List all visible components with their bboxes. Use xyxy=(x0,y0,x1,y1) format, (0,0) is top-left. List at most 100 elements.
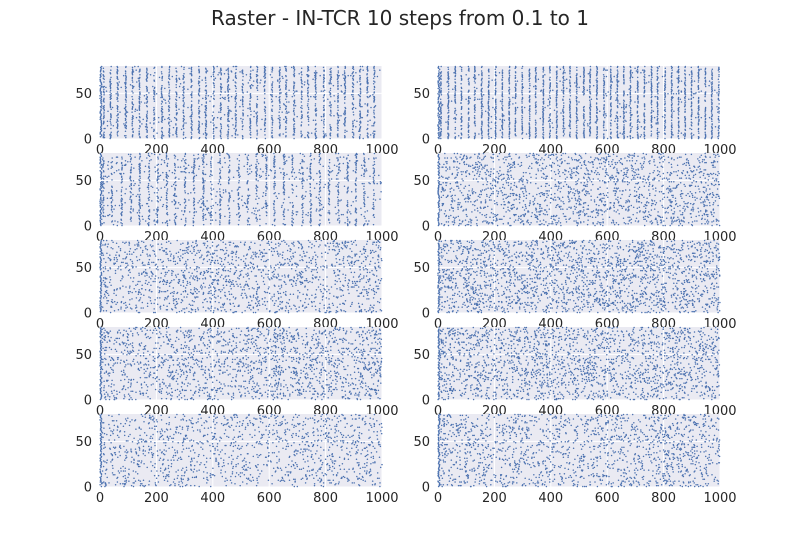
spike-point xyxy=(160,107,163,110)
spike-point xyxy=(583,92,585,94)
spike-point xyxy=(636,80,639,82)
spike-point xyxy=(218,111,220,113)
spike-point xyxy=(521,83,524,85)
spike-point xyxy=(596,70,598,72)
spike-point xyxy=(651,76,653,79)
spike-point xyxy=(609,128,612,131)
spike-point xyxy=(616,111,618,113)
spike-point xyxy=(202,219,205,221)
spike-point xyxy=(650,65,653,68)
spike-point xyxy=(101,185,104,188)
spike-point xyxy=(235,109,237,112)
spike-point xyxy=(272,119,274,122)
spike-point xyxy=(206,133,208,135)
spike-point xyxy=(534,95,537,98)
spike-point xyxy=(129,83,132,86)
spike-point xyxy=(227,107,229,110)
spike-point xyxy=(564,127,566,130)
spike-point xyxy=(596,135,599,138)
spike-point xyxy=(183,87,185,90)
spike-point xyxy=(285,135,287,137)
spike-point xyxy=(634,67,636,70)
spike-point xyxy=(148,214,151,217)
spike-point xyxy=(116,110,119,112)
spike-point xyxy=(629,118,632,121)
spike-point xyxy=(575,115,578,118)
spike-point xyxy=(165,158,168,160)
spike-point xyxy=(211,114,214,117)
spike-point xyxy=(670,135,673,138)
spike-point xyxy=(501,135,503,138)
spike-point xyxy=(139,220,141,222)
spike-point xyxy=(157,189,160,191)
spike-point xyxy=(522,86,524,89)
spike-point xyxy=(185,204,187,207)
spike-point xyxy=(278,114,280,117)
spike-point xyxy=(656,83,659,85)
spike-point xyxy=(168,77,170,80)
spike-point xyxy=(337,94,339,97)
spike-point xyxy=(192,224,195,227)
spike-point xyxy=(549,72,551,74)
spike-point xyxy=(278,118,281,121)
spike-point xyxy=(717,97,720,100)
spike-point xyxy=(603,75,605,78)
spike-point xyxy=(711,129,713,132)
spike-point xyxy=(454,81,456,83)
spike-point xyxy=(481,109,483,112)
spike-point xyxy=(460,66,463,69)
spike-point xyxy=(336,119,339,122)
spike-point xyxy=(480,107,483,110)
spike-point xyxy=(129,155,132,157)
spike-point xyxy=(508,98,511,101)
spike-point xyxy=(352,135,354,138)
spike-point xyxy=(212,65,215,68)
spike-point xyxy=(350,93,353,96)
spike-point xyxy=(198,109,200,112)
spike-point xyxy=(193,180,195,182)
spike-point xyxy=(131,76,134,79)
spike-point xyxy=(664,73,666,76)
spike-point xyxy=(239,105,241,108)
spike-point xyxy=(307,98,310,101)
spike-point xyxy=(481,77,483,80)
spike-point xyxy=(440,125,442,127)
spike-point xyxy=(271,91,274,93)
spike-point xyxy=(501,93,504,95)
spike-point xyxy=(285,127,287,130)
spike-point xyxy=(359,92,362,94)
spike-point xyxy=(698,132,700,134)
spike-point xyxy=(562,135,565,137)
spike-point xyxy=(145,93,148,96)
spike-point xyxy=(605,75,608,78)
spike-point xyxy=(366,65,369,68)
spike-point xyxy=(582,123,585,125)
spike-point xyxy=(235,93,238,95)
spike-point xyxy=(153,116,156,119)
spike-point xyxy=(521,105,523,108)
spike-point xyxy=(184,201,187,203)
spike-point xyxy=(589,71,591,73)
spike-point xyxy=(160,92,163,94)
spike-point xyxy=(263,97,266,100)
spike-point xyxy=(145,85,148,88)
spike-point xyxy=(234,74,237,77)
spike-point xyxy=(300,121,303,123)
spike-point xyxy=(622,99,625,101)
spike-point xyxy=(276,79,279,81)
spike-point xyxy=(467,107,470,110)
spike-point xyxy=(173,172,176,175)
spike-point xyxy=(616,123,618,125)
spike-point xyxy=(710,112,713,114)
spike-point xyxy=(590,98,593,101)
spike-point xyxy=(132,127,134,130)
spike-point xyxy=(351,107,354,110)
spike-point xyxy=(711,135,713,138)
spike-point xyxy=(508,106,511,109)
spike-point xyxy=(227,130,229,132)
spike-point xyxy=(322,84,325,87)
spike-point xyxy=(307,65,309,68)
spike-point xyxy=(279,66,281,69)
spike-point xyxy=(115,93,117,95)
